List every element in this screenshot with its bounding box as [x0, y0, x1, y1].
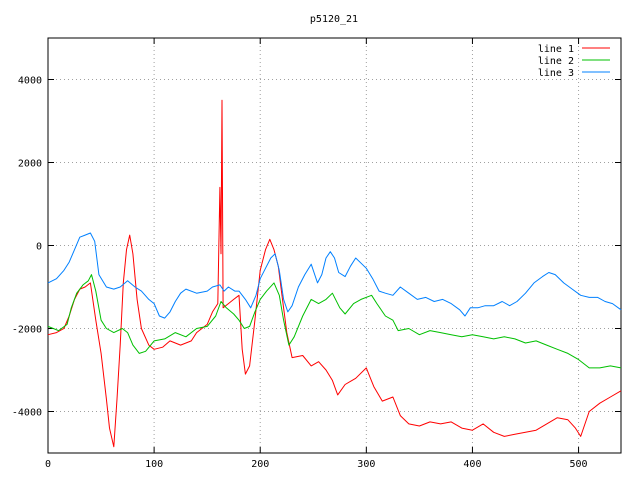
x-tick-label: 500	[570, 459, 588, 470]
legend-label-1: line 1	[538, 44, 574, 55]
x-tick-label: 300	[357, 459, 375, 470]
chart-title: p5120_21	[310, 14, 358, 25]
y-tick-label: -4000	[12, 408, 42, 419]
series-line-1	[47, 99, 622, 448]
series-line-3	[47, 232, 622, 319]
axes: 0 100 200 300 400 500 -4000 -2000 0 2000 4000	[12, 37, 622, 470]
y-tick-label: 2000	[18, 159, 42, 170]
legend-label-3: line 3	[538, 68, 574, 79]
y-tick-label: 0	[36, 242, 42, 253]
x-tick-label: 400	[463, 459, 481, 470]
x-tick-label: 200	[251, 459, 269, 470]
y-tick-label: -2000	[12, 325, 42, 336]
x-tick-label: 100	[145, 459, 163, 470]
series-line-2	[47, 274, 622, 369]
plot-frame	[47, 37, 622, 454]
y-tick-label: 4000	[18, 76, 42, 87]
series-lines	[47, 99, 622, 448]
x-tick-label: 0	[45, 459, 51, 470]
legend-label-2: line 2	[538, 56, 574, 67]
